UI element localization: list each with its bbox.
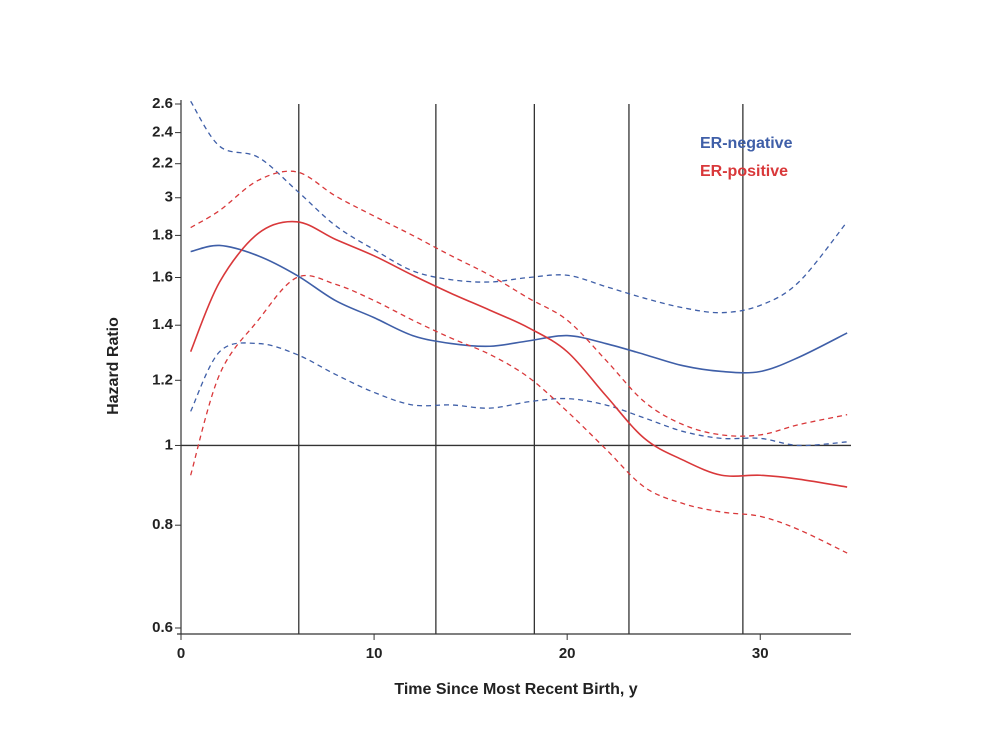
y-tick-label: 1.2 — [152, 371, 173, 388]
ci-line — [190, 274, 848, 554]
x-axis-title: Time Since Most Recent Birth, y — [394, 681, 637, 698]
y-tick-label: 1.6 — [152, 268, 173, 285]
y-tick-label: 1.4 — [152, 316, 174, 333]
legend-label: ER-negative — [700, 135, 793, 152]
y-tick-label: 3 — [165, 189, 173, 206]
legend-label: ER-positive — [700, 163, 788, 180]
y-tick-label: 1.8 — [152, 226, 173, 243]
x-tick-label: 0 — [177, 645, 185, 662]
y-tick-label: 2.4 — [152, 124, 174, 141]
x-tick-label: 10 — [366, 645, 383, 662]
y-axis-title: Hazard Ratio — [105, 317, 122, 415]
line — [189, 220, 848, 488]
y-tick-label: 1 — [165, 436, 173, 453]
ci-line — [190, 100, 848, 314]
x-tick-label: 20 — [559, 645, 576, 662]
y-tick-label: 2.2 — [152, 155, 173, 172]
y-tick-label: 0.6 — [152, 619, 173, 636]
line — [190, 244, 848, 374]
x-tick-label: 30 — [752, 645, 769, 662]
y-tick-label: 0.8 — [152, 516, 173, 533]
ci-line — [190, 170, 848, 437]
y-tick-label: 2.6 — [152, 95, 173, 112]
ci-line — [190, 342, 848, 447]
